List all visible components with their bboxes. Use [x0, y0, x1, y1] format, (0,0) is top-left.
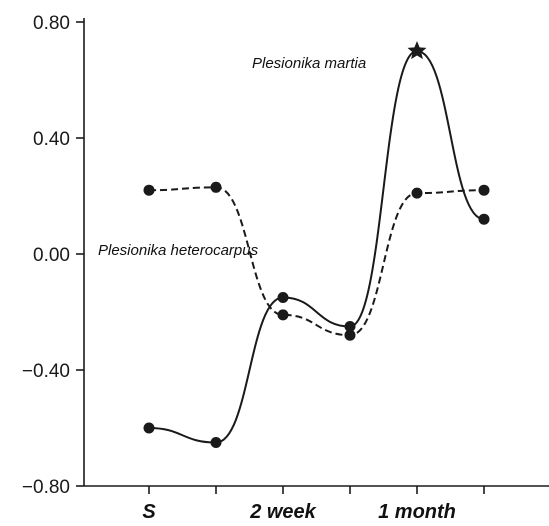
data-point: [277, 309, 289, 321]
y-tick-label: 0.40: [33, 129, 70, 150]
x-tick-label: 1 month: [378, 501, 456, 523]
data-point: [277, 292, 289, 303]
y-tick-label: −0.80: [22, 477, 70, 498]
y-tick-label: 0.80: [33, 13, 70, 34]
data-point: [344, 321, 356, 332]
data-point: [143, 422, 155, 434]
y-axis: −0.80 −0.40 0.00 0.40 0.80: [22, 13, 85, 498]
x-tick-label: 2 week: [249, 501, 316, 523]
y-tick-label: −0.40: [22, 361, 70, 382]
data-point: [344, 329, 356, 341]
data-point: [143, 184, 155, 196]
series-layer: [143, 41, 490, 448]
data-point: [478, 213, 490, 225]
data-point: [411, 187, 423, 199]
series-label-heterocarpus: Plesionika heterocarpus: [98, 242, 259, 259]
series-label-martia: Plesionika martia: [252, 55, 366, 72]
series-0: [143, 41, 490, 448]
data-point: [210, 437, 222, 448]
series-label-layer: Plesionika martia Plesionika heterocarpus: [98, 55, 366, 259]
data-point: [210, 181, 222, 193]
series-1: [143, 181, 490, 341]
y-tick-label: 0.00: [33, 245, 70, 266]
x-tick-label: S: [142, 501, 156, 523]
data-point: [478, 184, 490, 196]
star-marker: [407, 41, 427, 60]
x-axis: S 2 week 1 month: [84, 485, 549, 523]
